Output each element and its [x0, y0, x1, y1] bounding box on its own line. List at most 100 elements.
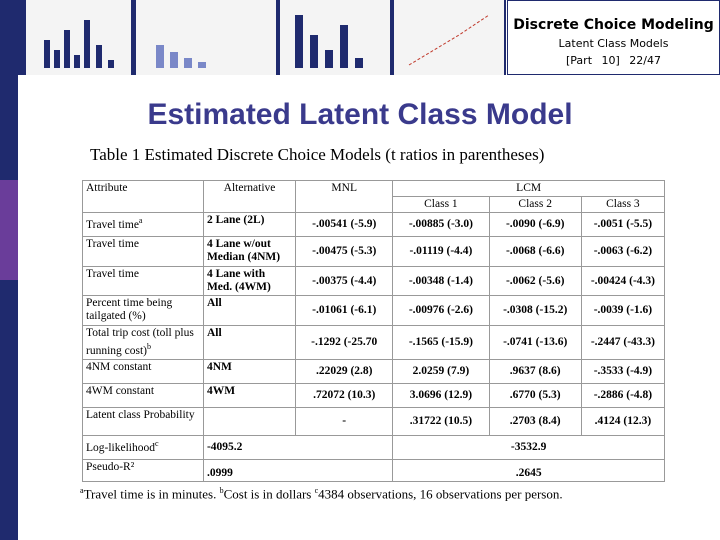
lcm-value: -.0068 (-6.6) — [488, 236, 582, 267]
thumbnail-image — [156, 45, 206, 68]
table-row: 4WM constant 4WM .72072 (10.3) 3.0696 (12.9… — [82, 383, 666, 408]
table-row: Pseudo-R² .0999.2645 — [82, 459, 665, 482]
attribute: Percent time being tailgated (%) — [82, 295, 204, 326]
alternative: 4WM — [202, 383, 297, 408]
attribute-text: Travel time — [86, 268, 139, 280]
thumbnail-image — [408, 14, 490, 66]
header-part: [Part 10] 22/47 — [508, 54, 719, 67]
header-title: Discrete Choice Modeling — [513, 17, 714, 33]
mnl-value: -.00541 (-5.9) — [295, 212, 394, 237]
attribute-text: Total trip cost (toll plus running cost) — [86, 327, 194, 357]
footnote-text: Cost is in dollars — [223, 486, 315, 502]
mnl-value: -.1292 (-25.70 — [295, 325, 394, 360]
mnl-value: .72072 (10.3) — [295, 383, 394, 408]
slide-title: Estimated Latent Class Model — [147, 98, 573, 131]
mnl-value: .0999 — [202, 459, 394, 482]
table-row: Travel timea 2 Lane (2L) -.00541 (-5.9) -.0… — [82, 212, 666, 237]
lcm-value: -.3533 (-4.9) — [580, 359, 666, 384]
table-row: Log-likelihoodc -4095.2 -3532.9 — [82, 435, 665, 460]
class-header: Class 2 — [488, 196, 582, 213]
attribute: Total trip cost (toll plus running cost)… — [82, 325, 204, 360]
table-row: 4NM constant 4NM .22029 (2.8) 2.0259 (7.9).… — [82, 359, 666, 384]
lcm-value: -.01119 (-4.4) — [392, 236, 490, 267]
table-row: Travel time 4 Lane with Med. (4WM) -.00375… — [82, 266, 666, 296]
attribute: 4WM constant — [82, 383, 204, 408]
lcm-value: -.0063 (-6.2) — [580, 236, 666, 267]
lcm-value: .31722 (10.5) — [392, 407, 490, 436]
thumbnail — [394, 0, 504, 75]
lcm-value: -.2886 (-4.8) — [580, 383, 666, 408]
lcm-value: -.0308 (-15.2) — [488, 295, 582, 326]
footnote-text: 4384 observations, 16 observations per p… — [318, 486, 563, 502]
column-header: Attribute — [82, 180, 204, 213]
column-header: LCM — [392, 180, 665, 197]
mnl-value: -.00475 (-5.3) — [295, 236, 394, 267]
table-caption: Table 1 Estimated Discrete Choice Models… — [90, 145, 545, 164]
attribute-text: Travel time — [86, 238, 139, 250]
lcm-value: 3.0696 (12.9) — [392, 383, 490, 408]
thumbnail — [26, 0, 131, 75]
header-box: Discrete Choice Modeling Latent Class Mo… — [507, 0, 720, 75]
lcm-value: .2645 — [392, 459, 665, 482]
alternative — [202, 407, 297, 436]
footnote-marker: b — [219, 486, 224, 495]
footnote-marker: a — [138, 216, 143, 225]
lcm-value: -.00424 (-4.3) — [580, 266, 666, 296]
attribute: Travel time — [82, 266, 204, 296]
attribute: Travel timea — [82, 212, 204, 237]
table-row: Travel time 4 Lane w/out Median (4NM) -.00… — [82, 236, 666, 267]
attribute: 4NM constant — [82, 359, 204, 384]
attribute-text: Travel time — [86, 218, 139, 231]
alternative: All — [202, 325, 297, 360]
attribute-text: Latent class Probability — [86, 409, 195, 421]
alternative: 4NM — [202, 359, 297, 384]
attribute: Latent class Probability — [82, 407, 204, 436]
footnote-marker: c — [155, 439, 159, 448]
lcm-value: -.0039 (-1.6) — [580, 295, 666, 326]
thumbnail-image — [295, 15, 363, 68]
mnl-value: - — [295, 407, 394, 436]
attribute-text: Log-likelihood — [86, 441, 155, 454]
side-bar-accent — [0, 180, 18, 280]
mnl-value: -.00375 (-4.4) — [295, 266, 394, 296]
footnote: aTravel time is in minutes. bCost is in … — [80, 486, 563, 502]
table-row: Percent time being tailgated (%) All -.010… — [82, 295, 666, 326]
table-row: Total trip cost (toll plus running cost)… — [82, 325, 666, 360]
lcm-value: -.0062 (-5.6) — [488, 266, 582, 296]
lcm-value: -.00348 (-1.4) — [392, 266, 490, 296]
results-table: Attribute Alternative MNL LCM Class 1 Class 2… — [82, 180, 666, 482]
footnote-text: Travel time is in minutes. — [83, 486, 220, 502]
subheader-row: Class 1 Class 2 Class 3 — [83, 196, 666, 213]
attribute-text: 4NM constant — [86, 361, 152, 373]
mnl-value: .22029 (2.8) — [295, 359, 394, 384]
lcm-value: -.0051 (-5.5) — [580, 212, 666, 237]
alternative: 4 Lane w/out Median (4NM) — [202, 236, 297, 267]
header-subtitle: Latent Class Models — [558, 37, 669, 50]
lcm-value: 2.0259 (7.9) — [392, 359, 490, 384]
lcm-value: .6770 (5.3) — [488, 383, 582, 408]
lcm-value: -.0741 (-13.6) — [488, 325, 582, 360]
attribute: Travel time — [82, 236, 204, 267]
class-header: Class 1 — [392, 196, 490, 213]
lcm-value: -.2447 (-43.3) — [580, 325, 666, 360]
thumbnail — [136, 0, 276, 75]
mnl-value: -.01061 (-6.1) — [295, 295, 394, 326]
lcm-value: -.1565 (-15.9) — [392, 325, 490, 360]
footnote-marker: a — [80, 486, 84, 495]
header-row: Attribute Alternative MNL LCM — [82, 180, 665, 213]
lcm-value: .4124 (12.3) — [580, 407, 666, 436]
attribute: Pseudo-R² — [82, 459, 204, 482]
lcm-value: .9637 (8.6) — [488, 359, 582, 384]
lcm-value: -3532.9 — [392, 435, 665, 460]
lcm-value: -.00976 (-2.6) — [392, 295, 490, 326]
lcm-value: .2703 (8.4) — [488, 407, 582, 436]
mnl-value: -4095.2 — [202, 435, 394, 460]
lcm-value: -.0090 (-6.9) — [488, 212, 582, 237]
column-header: Alternative — [202, 180, 297, 213]
thumbnail-image — [44, 20, 114, 68]
class-header: Class 3 — [580, 196, 666, 213]
alternative: 4 Lane with Med. (4WM) — [202, 266, 297, 296]
attribute: Log-likelihoodc — [82, 435, 204, 460]
table-row: Latent class Probability - .31722 (10.5) .2… — [82, 407, 666, 436]
